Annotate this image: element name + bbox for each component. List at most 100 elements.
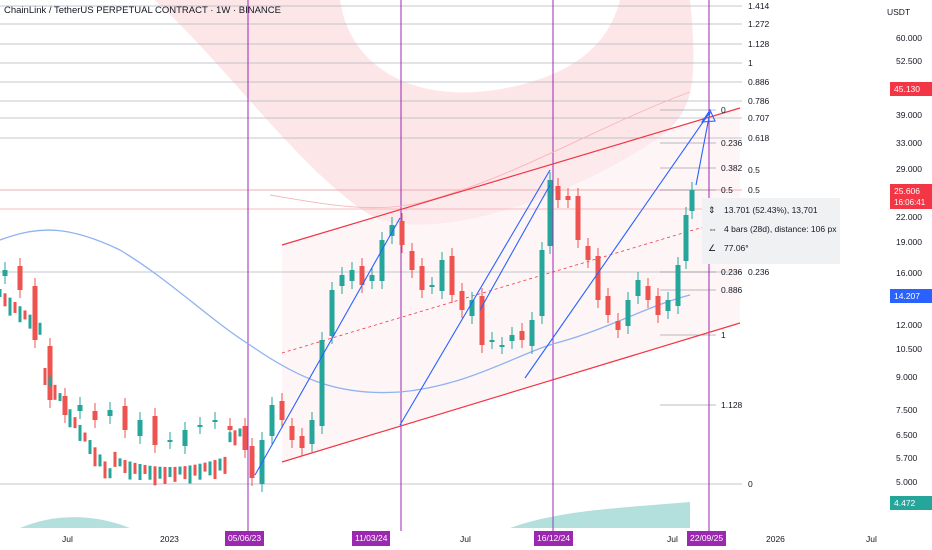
candle-body	[213, 460, 217, 480]
candle-body	[565, 196, 571, 200]
candle-body	[635, 280, 641, 296]
time-axis-label: Jul	[866, 534, 877, 544]
candle-body	[389, 225, 395, 236]
channel-mid-line	[281, 215, 741, 354]
candle-body	[615, 321, 621, 330]
candle-body	[3, 293, 7, 307]
measure-price: 13.701 (52.43%), 13,701	[724, 205, 818, 215]
price-axis-label: 10.500	[896, 344, 922, 354]
price-axis-label: 12.000	[896, 320, 922, 330]
candle-body	[153, 466, 157, 486]
time-axis-label: 2026	[766, 534, 785, 544]
candle-body	[547, 180, 553, 246]
inner-fib-label: 0	[721, 105, 726, 115]
projection-arrow	[399, 169, 551, 426]
candle-body	[409, 251, 415, 270]
projection-arrow	[254, 217, 401, 476]
channel-top-line	[281, 107, 741, 246]
candle-body	[103, 461, 107, 479]
candle-body	[419, 266, 425, 290]
projection-arrow	[524, 111, 711, 379]
candle-body	[223, 456, 227, 474]
price-axis-label: 29.000	[896, 164, 922, 174]
candle-body	[218, 458, 222, 471]
candle-body	[479, 296, 485, 345]
inner-fib-label: 1.128	[721, 400, 743, 410]
inner-fib-label: 0.382	[721, 163, 743, 173]
candle-body	[128, 461, 132, 480]
inner-fib-label: 0.5	[721, 185, 733, 195]
candle-body	[168, 466, 172, 477]
candle-body	[53, 384, 57, 400]
candle-body	[63, 401, 67, 415]
candle-body	[595, 256, 601, 300]
candle-body	[183, 466, 187, 480]
price-axis-label: 52.500	[896, 56, 922, 66]
price-axis-label: 16.000	[896, 268, 922, 278]
candle-body	[178, 466, 182, 475]
fib-level-label: 0	[748, 479, 753, 489]
candle-body	[38, 322, 42, 335]
candle-body	[605, 296, 611, 315]
candle-body	[77, 405, 83, 411]
date-tag-4: 22/09/25	[687, 531, 727, 546]
candle-body	[13, 301, 17, 313]
price-axis-label: 60.000	[896, 33, 922, 43]
price-axis-label: 6.500	[896, 430, 918, 440]
candle-body	[28, 314, 32, 329]
candle-body	[379, 240, 385, 281]
fib-level-label: 0.786	[748, 96, 770, 106]
candle-body	[17, 266, 23, 290]
candle-body	[68, 409, 72, 428]
chart-title: ChainLink / TetherUS PERPETUAL CONTRACT …	[4, 5, 281, 16]
candle-body	[188, 465, 192, 484]
candle-body	[459, 291, 465, 310]
candle-body	[58, 393, 62, 402]
candle-body	[83, 432, 87, 442]
candle-body	[107, 410, 113, 416]
candle-body	[683, 215, 689, 261]
candle-body	[655, 296, 661, 315]
candle-body	[113, 451, 117, 467]
candle-body	[118, 458, 122, 467]
moving-average-line	[0, 229, 691, 394]
candle-body	[32, 286, 38, 340]
candle-body	[203, 462, 207, 472]
candle-body	[182, 430, 188, 446]
ma-price-tag: 14.207	[890, 289, 932, 303]
time-axis-label: Jul	[460, 534, 471, 544]
candle-body	[208, 461, 212, 476]
band-inner-fill	[340, 0, 620, 93]
candle-body	[539, 250, 545, 316]
candle-body	[143, 464, 147, 474]
fib-level-label: 0.886	[748, 77, 770, 87]
measure-tooltip: ⇕ 13.701 (52.43%), 13,701 ⇔ 4 bars (28d)…	[702, 198, 840, 264]
candle-body	[329, 290, 335, 336]
fib-level-label: 0.236	[748, 267, 770, 277]
upper-band-price-tag: 45.130	[890, 82, 932, 96]
candle-body	[228, 432, 232, 443]
candle-body	[529, 320, 535, 346]
currency-label[interactable]: USDT	[887, 7, 911, 17]
date-tag-2: 11/03/24	[352, 531, 391, 546]
channel-fill	[282, 108, 740, 462]
band-boundary-line	[269, 91, 691, 209]
candle-body	[289, 426, 295, 440]
price-axis-label: 5.700	[896, 453, 918, 463]
candle-body	[33, 318, 37, 338]
time-axis-label: Jul	[667, 534, 678, 544]
candle-body	[212, 420, 218, 422]
candle-body	[98, 454, 102, 467]
price-axis-label: 19.000	[896, 237, 922, 247]
candle-body	[133, 462, 137, 474]
candle-body	[349, 270, 355, 281]
fib-level-label: 0.5	[748, 185, 760, 195]
candle-body	[449, 256, 455, 295]
candle-body	[509, 335, 515, 341]
candle-body	[227, 426, 233, 430]
price-axis-label: 39.000	[896, 110, 922, 120]
candle-body	[137, 420, 143, 436]
angle-icon: ∠	[708, 243, 717, 253]
candle-body	[399, 221, 405, 245]
